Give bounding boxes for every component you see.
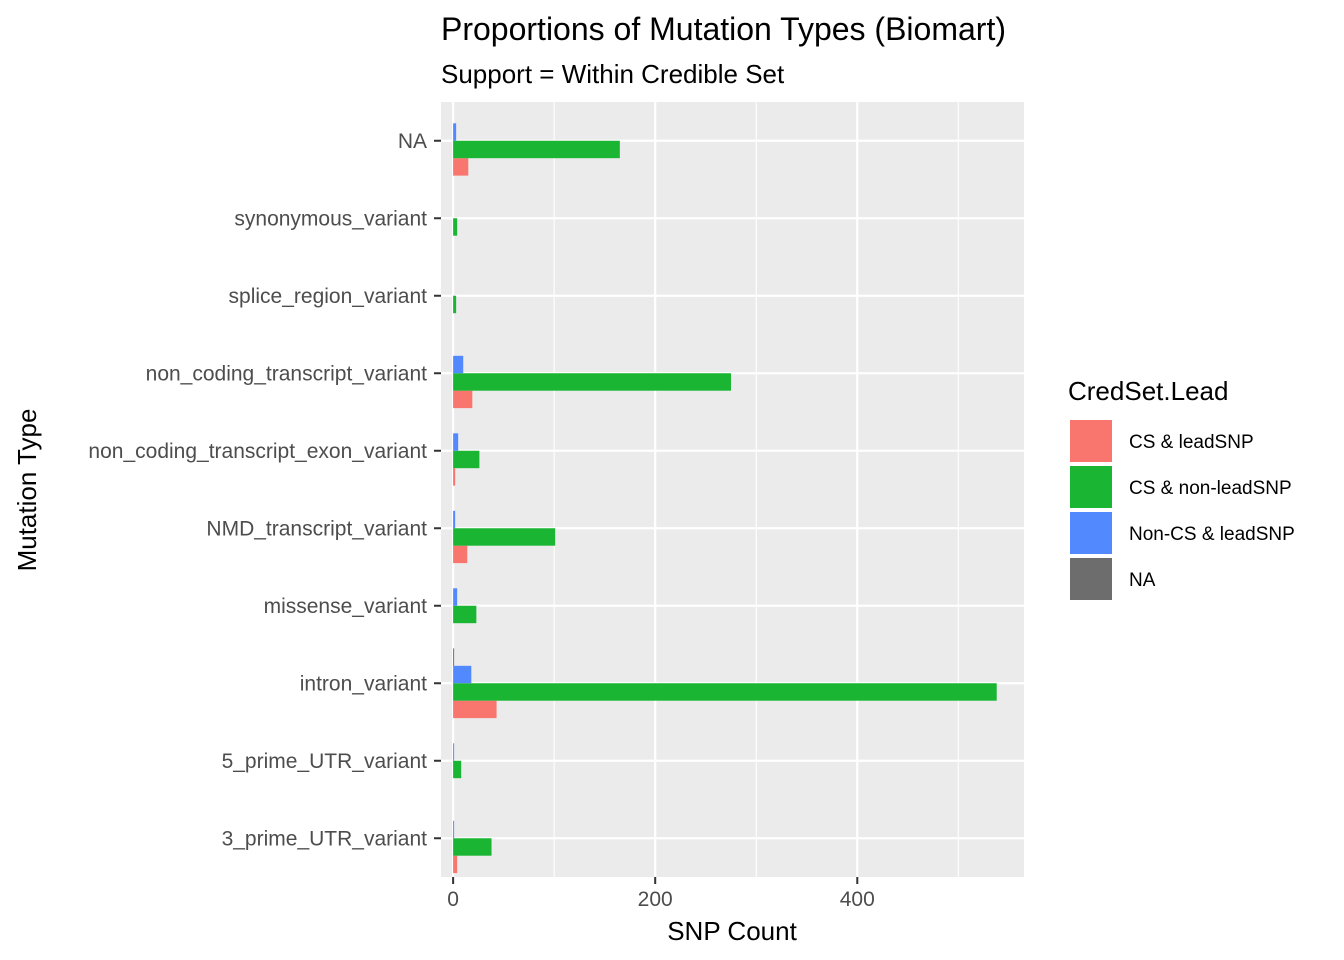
bar (453, 140, 620, 159)
bar (453, 588, 458, 606)
bar (453, 390, 473, 409)
legend-title: CredSet.Lead (1068, 376, 1228, 406)
bar (453, 820, 455, 839)
y-tick-label: 5_prime_UTR_variant (222, 750, 428, 773)
bar (453, 855, 458, 874)
bar (453, 218, 458, 236)
y-tick-label: NMD_transcript_variant (206, 517, 427, 540)
bars (453, 123, 997, 874)
chart-title: Proportions of Mutation Types (Biomart) (441, 11, 1006, 47)
bar (453, 683, 997, 701)
bar (453, 743, 455, 761)
legend-label: CS & leadSNP (1129, 432, 1254, 453)
bar (453, 373, 731, 391)
y-axis-title: Mutation Type (12, 409, 42, 572)
y-tick-label: splice_region_variant (229, 285, 428, 308)
bar (453, 605, 477, 624)
plot-panel (441, 102, 1024, 877)
y-tick-label: missense_variant (264, 595, 428, 618)
bar (453, 545, 468, 564)
legend-swatch (1070, 558, 1112, 600)
x-axis: 0 200 400 (447, 877, 875, 911)
x-tick-label: 0 (447, 888, 459, 911)
bar (453, 838, 492, 856)
bar (453, 355, 464, 374)
bar (453, 123, 457, 141)
x-tick-label: 400 (840, 888, 875, 911)
y-tick-label: 3_prime_UTR_variant (222, 827, 428, 850)
legend-swatch (1070, 420, 1112, 462)
bar (453, 700, 497, 719)
y-tick-label: NA (398, 130, 427, 153)
bar (453, 450, 480, 469)
legend-label: NA (1129, 570, 1156, 591)
legend-swatch (1070, 512, 1112, 554)
x-tick-label: 200 (638, 888, 673, 911)
legend-label: CS & non-leadSNP (1129, 478, 1292, 499)
legend-swatch (1070, 466, 1112, 508)
grid-minor (553, 102, 959, 877)
bar (453, 158, 469, 176)
bar (453, 528, 556, 546)
bar (453, 648, 455, 666)
y-tick-label: intron_variant (300, 672, 427, 695)
bar (453, 468, 456, 486)
y-tick-label: non_coding_transcript_variant (146, 362, 428, 385)
y-axis: 3_prime_UTR_variant 5_prime_UTR_variant in… (88, 130, 441, 850)
bar (453, 295, 457, 314)
y-tick-label: synonymous_variant (234, 207, 427, 230)
legend: CredSet.Lead CS & leadSNP CS & non-leadSN… (1068, 376, 1295, 600)
bar (453, 760, 462, 779)
x-axis-title: SNP Count (667, 916, 797, 946)
legend-label: Non-CS & leadSNP (1129, 524, 1295, 545)
bar (453, 665, 472, 684)
bar (453, 510, 456, 529)
bar (453, 433, 459, 451)
chart-subtitle: Support = Within Credible Set (441, 59, 785, 89)
y-tick-label: non_coding_transcript_exon_variant (88, 440, 427, 463)
